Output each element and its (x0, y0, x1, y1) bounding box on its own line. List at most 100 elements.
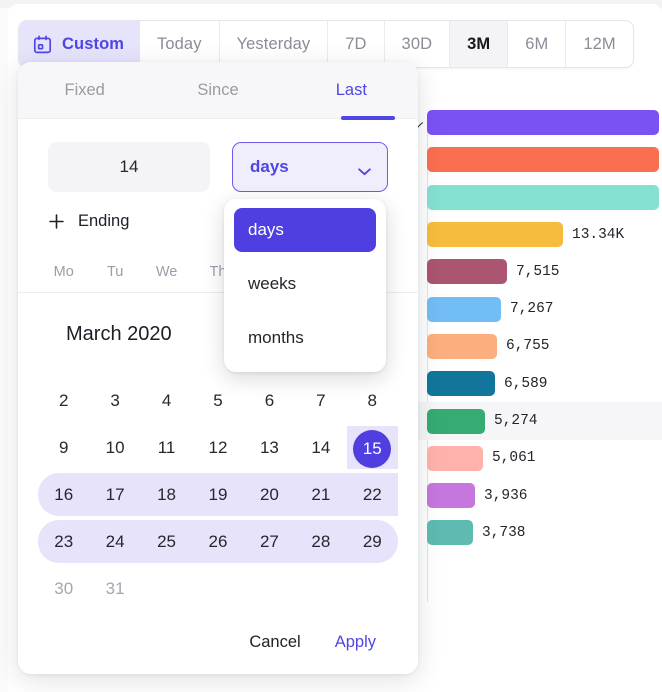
bar[interactable] (427, 296, 501, 322)
range-tab-today[interactable]: Today (140, 21, 220, 67)
range-tab-today-label: Today (157, 34, 202, 53)
range-tab-12m-label: 12M (583, 34, 616, 53)
bar[interactable] (427, 371, 495, 397)
range-tab-6m[interactable]: 6M (508, 21, 567, 67)
calendar-day-21[interactable]: 21 (311, 485, 331, 504)
calendar-day-2[interactable]: 2 (58, 391, 69, 410)
calendar-day-25[interactable]: 25 (157, 532, 177, 551)
bar-chart-row[interactable]: zil6,589 (330, 365, 662, 402)
calendar-week-row: 23 24 25 26 27 28 29 (38, 518, 398, 565)
range-tab-custom[interactable]: Custom (19, 21, 141, 67)
bar[interactable] (427, 222, 563, 248)
unit-option-days[interactable]: days (234, 208, 376, 252)
bar-value-label: 7,515 (516, 263, 560, 280)
duration-amount-input[interactable] (48, 142, 210, 192)
range-tab-12m[interactable]: 12M (566, 21, 633, 67)
calendar-day-10[interactable]: 10 (105, 438, 125, 457)
calendar-day-selected-pill: 15 (353, 429, 392, 468)
range-tab-3m[interactable]: 3M (450, 21, 509, 67)
bar-value-label: 5,061 (492, 450, 536, 467)
calendar-day-29[interactable]: 29 (362, 532, 382, 551)
calendar-day-15[interactable]: 15 (347, 424, 398, 471)
calendar-day-31[interactable]: 31 (105, 579, 125, 598)
calendar-day-8[interactable]: 8 (367, 391, 377, 410)
calendar-week-row: 9 10 11 12 13 14 15 (38, 424, 398, 471)
bar[interactable] (427, 333, 497, 359)
calendar-week-row: 16 17 18 19 20 21 22 (38, 471, 398, 518)
chevron-down-icon (357, 163, 372, 175)
plus-icon (48, 213, 65, 230)
bar[interactable] (427, 259, 507, 285)
calendar-day-6[interactable]: 6 (264, 391, 275, 410)
weekday-tu: Tu (106, 264, 124, 280)
add-ending-button[interactable]: Ending (18, 212, 159, 231)
calendar-day-14[interactable]: 14 (311, 438, 331, 457)
calendar-day-28[interactable]: 28 (311, 532, 331, 551)
weekday-th: Th (209, 264, 227, 280)
bar-value-label: 6,755 (506, 338, 550, 355)
weekday-we: We (155, 264, 178, 280)
bar-value-label: 7,267 (510, 301, 554, 318)
weekday-mo: Mo (53, 264, 74, 280)
calendar-day-20[interactable]: 20 (259, 485, 279, 504)
duration-unit-value: days (250, 157, 289, 176)
calendar-day-12[interactable]: 12 (208, 438, 228, 457)
unit-option-months[interactable]: months (248, 328, 304, 347)
calendar-day-5[interactable]: 5 (213, 391, 223, 410)
calendar-day-18[interactable]: 18 (157, 485, 177, 504)
selection-band-full (38, 473, 398, 516)
calendar-day-11[interactable]: 11 (157, 438, 176, 457)
bar[interactable] (427, 110, 659, 136)
duration-unit-dropdown-menu[interactable]: days weeks months (224, 199, 386, 372)
calendar-day-17[interactable]: 17 (105, 485, 125, 504)
range-tab-7d[interactable]: 7D (328, 21, 385, 67)
selection-band-end (38, 520, 398, 563)
calendar-day-24[interactable]: 24 (105, 532, 125, 551)
popover-tab-since[interactable]: Since (197, 81, 239, 99)
calendar-day-26[interactable]: 26 (208, 532, 228, 551)
calendar-day-7[interactable]: 7 (316, 391, 326, 410)
bar-value-label: 13.34K (572, 226, 625, 243)
popover-tab-fixed[interactable]: Fixed (64, 81, 105, 99)
calendar-body[interactable]: March 2020 2 3 4 5 6 7 8 9 10 11 12 13 14 15 16 17 18 19 2… (18, 293, 418, 608)
range-tab-yesterday[interactable]: Yesterday (219, 21, 329, 67)
calendar-week-row: 30 31 (38, 565, 398, 608)
calendar-day-13[interactable]: 13 (259, 438, 279, 457)
duration-row: days (18, 142, 418, 192)
calendar-week-row: 2 3 4 5 6 7 8 (38, 377, 398, 424)
calendar-weeks: 2 3 4 5 6 7 8 9 10 11 12 13 14 15 16 17 18 19 20 21 22 23 24 25… (18, 351, 418, 608)
bar[interactable] (427, 445, 483, 471)
calendar-day-22[interactable]: 22 (362, 485, 382, 504)
range-tab-30d[interactable]: 30D (384, 21, 451, 67)
duration-unit-select[interactable]: days (232, 142, 388, 192)
bar[interactable] (427, 483, 475, 509)
calendar-day-9[interactable]: 9 (58, 438, 69, 457)
calendar-day-16[interactable]: 16 (54, 485, 74, 504)
chart-axis-line (427, 122, 428, 602)
calendar-day-4[interactable]: 4 (161, 391, 172, 410)
calendar-day-30[interactable]: 30 (54, 579, 74, 598)
range-tab-6m-label: 6M (525, 34, 549, 53)
range-tab-7d-label: 7D (345, 34, 367, 53)
bar-chart-row[interactable]: ed (330, 141, 662, 178)
calendar-day-23[interactable]: 23 (54, 532, 74, 551)
calendar-day-3[interactable]: 3 (110, 391, 120, 410)
bar[interactable] (427, 520, 473, 546)
bar[interactable] (427, 184, 659, 210)
apply-button[interactable]: Apply (334, 632, 376, 651)
bar-value-label: 3,738 (482, 524, 526, 541)
popover-tab-bar[interactable]: Fixed Since Last (18, 62, 418, 120)
date-range-tab-bar[interactable]: Custom Today Yesterday 7D 30D 3M 6M 12M (18, 20, 634, 68)
popover-tab-last[interactable]: Last (335, 81, 367, 99)
bar-value-label: 3,936 (484, 487, 528, 504)
calendar-day-19[interactable]: 19 (208, 485, 228, 504)
range-tab-3m-label: 3M (467, 34, 491, 53)
bar-value-label: 6,589 (504, 375, 548, 392)
cancel-button[interactable]: Cancel (249, 632, 301, 651)
bar[interactable] (427, 408, 485, 434)
calendar-day-27[interactable]: 27 (259, 532, 279, 551)
calendar-icon (32, 34, 53, 55)
unit-option-weeks[interactable]: weeks (248, 274, 297, 293)
bar[interactable] (427, 147, 659, 173)
